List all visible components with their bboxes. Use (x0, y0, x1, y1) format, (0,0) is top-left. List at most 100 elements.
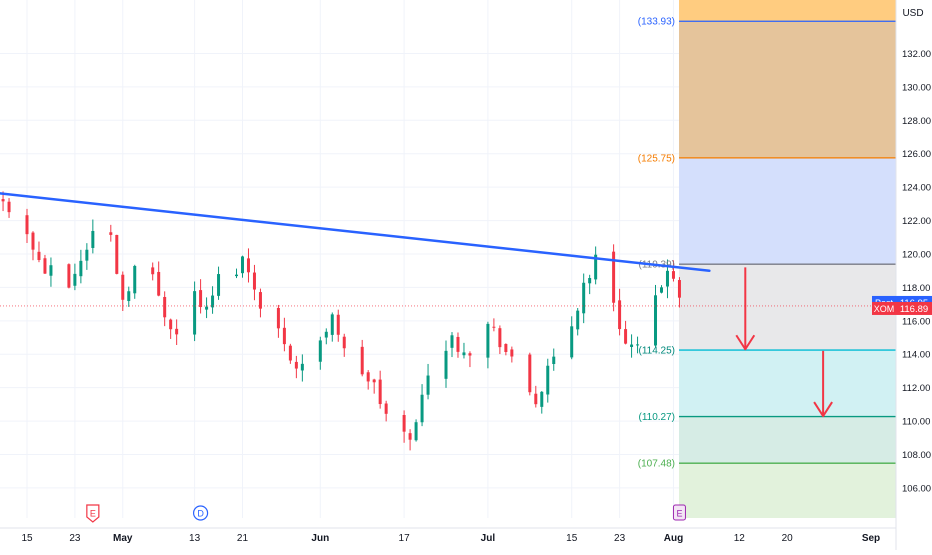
candle-body (456, 336, 460, 352)
time-axis-label: 12 (734, 533, 746, 544)
candle-body (73, 273, 77, 286)
candle-body (205, 306, 209, 310)
dividend-marker-icon (192, 505, 209, 521)
candle-body (85, 249, 89, 261)
candle-body (384, 403, 388, 414)
candle-body (366, 372, 370, 382)
price-axis-label: 110.00 (902, 417, 930, 428)
candle-body (163, 296, 167, 318)
candles (1, 191, 681, 451)
candle-body (246, 258, 250, 273)
time-axis: 15 23 May 13 21 Jun 17 Jul 15 23 Aug 12 20 Sep (0, 527, 896, 544)
price-axis-label: 106.00 (902, 483, 931, 494)
candle-body (318, 340, 322, 362)
price-axis-label: 122.00 (902, 216, 931, 227)
candle-body (408, 433, 412, 440)
time-axis-label: 23 (614, 533, 626, 544)
price-axis-label: 118.00 (902, 283, 930, 294)
time-axis-label: 17 (399, 533, 411, 544)
candle-body (127, 291, 131, 302)
fib-level-label: (133.93) (638, 17, 675, 28)
candle-body (677, 280, 681, 298)
last-price-value: 116.89 (900, 304, 928, 315)
candle-body (420, 394, 424, 423)
price-axis-label: 132.00 (902, 49, 931, 60)
candle-body (486, 323, 490, 358)
candle-body (211, 295, 215, 308)
candle-body (378, 379, 382, 405)
fib-level-label: (114.25) (638, 346, 675, 357)
candle-body (252, 272, 256, 290)
candle-body (37, 251, 41, 261)
time-axis-label: May (113, 533, 133, 544)
time-axis-label: 13 (189, 533, 201, 544)
time-axis-label: Jun (311, 533, 329, 544)
candle-body (258, 292, 262, 309)
fib-level-label: (110.27) (638, 412, 675, 423)
candle-body (624, 329, 628, 344)
price-axis-label: 112.00 (902, 383, 930, 394)
fib-zone (679, 157, 896, 265)
price-axis-label: 128.00 (902, 116, 931, 127)
candle-body (133, 265, 137, 294)
event-marker-letter: E (90, 509, 96, 519)
candle-body (276, 307, 280, 329)
time-axis-label: 23 (69, 533, 81, 544)
candle-body (504, 343, 508, 352)
candle-body (582, 282, 586, 314)
candle-body (588, 278, 592, 284)
candle-body (492, 326, 496, 328)
candle-body (109, 232, 113, 235)
symbol-tag (872, 301, 896, 315)
price-axis-label: 120.00 (902, 249, 931, 260)
fib-zone (679, 21, 896, 158)
candle-body (612, 251, 616, 303)
fib-zone (679, 0, 896, 22)
candle-body (157, 271, 161, 296)
candle-body (510, 349, 514, 357)
candle-body (300, 363, 304, 371)
time-axis-label: Jul (481, 533, 496, 544)
candle-body (175, 328, 179, 335)
candle-body (360, 346, 364, 375)
fib-zone (679, 264, 896, 351)
price-axis-label: 116.00 (902, 316, 930, 327)
fib-levels: (133.93)(125.75)(119.39)(114.25)(110.27)… (638, 17, 896, 470)
currency-label[interactable]: USD (902, 8, 924, 19)
candle-body (79, 260, 83, 277)
candle-body (342, 336, 346, 349)
candle-body (444, 350, 448, 379)
price-badges: Post116.95XOM116.89 (872, 295, 932, 315)
candle-body (462, 352, 466, 356)
fib-zone (679, 416, 896, 464)
candle-body (282, 327, 286, 345)
price-axis-label: 126.00 (902, 149, 931, 160)
arrow-head (813, 401, 833, 418)
earnings-upcoming-icon (672, 504, 686, 521)
candle-body (534, 393, 538, 405)
candle-body (636, 344, 640, 346)
candle-body (402, 415, 406, 432)
time-axis-label: 20 (782, 533, 794, 544)
candle-body (576, 310, 580, 330)
trendline (0, 192, 711, 272)
time-axis-label: 15 (21, 533, 33, 544)
candle-body (67, 264, 71, 288)
price-axis-label: 124.00 (902, 183, 931, 194)
candle-body (217, 274, 221, 296)
candle-body (288, 345, 292, 361)
candle-body (49, 265, 53, 276)
event-marker-letter: E (676, 509, 682, 519)
candle-body (426, 375, 430, 395)
price-axis-label: 130.00 (902, 82, 931, 93)
candle-body (91, 230, 95, 248)
candle-body (654, 295, 658, 346)
candle-body (25, 215, 29, 235)
candle-body (552, 356, 556, 365)
candle-body (235, 274, 239, 277)
price-axis-bg (896, 0, 932, 550)
candle-body (630, 344, 634, 347)
